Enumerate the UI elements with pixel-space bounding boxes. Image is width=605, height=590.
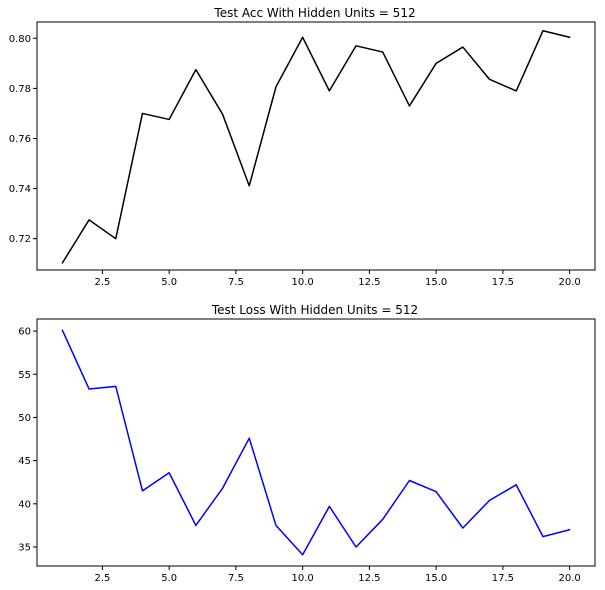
loss-y-tick-label: 55 <box>18 370 31 381</box>
accuracy-x-tick-label: 12.5 <box>358 277 380 288</box>
loss-y-tick-label: 50 <box>18 413 31 424</box>
loss-x-tick-label: 7.5 <box>228 573 244 584</box>
accuracy-y-tick-label: 0.76 <box>9 134 31 145</box>
loss-x-tick-label: 17.5 <box>492 573 514 584</box>
loss-x-tick-label: 12.5 <box>358 573 380 584</box>
loss-x-tick-label: 5.0 <box>161 573 177 584</box>
accuracy-chart-title: Test Acc With Hidden Units = 512 <box>213 6 415 20</box>
loss-chart-title: Test Loss With Hidden Units = 512 <box>211 303 418 317</box>
accuracy-axes-frame <box>36 21 596 271</box>
accuracy-y-tick-label: 0.72 <box>9 234 31 245</box>
accuracy-x-tick-label: 15.0 <box>425 277 447 288</box>
accuracy-x-tick-label: 17.5 <box>492 277 514 288</box>
loss-x-tick-label: 20.0 <box>559 573 581 584</box>
accuracy-y-tick-label: 0.74 <box>9 184 31 195</box>
accuracy-x-tick-label: 7.5 <box>228 277 244 288</box>
loss-series-line <box>61 329 571 556</box>
accuracy-y-tick-label: 0.80 <box>9 34 31 45</box>
accuracy-x-tick-label: 2.5 <box>94 277 110 288</box>
loss-y-tick-label: 40 <box>18 499 31 510</box>
loss-x-tick-label: 15.0 <box>425 573 447 584</box>
loss-y-tick-label: 60 <box>18 327 31 338</box>
accuracy-x-tick-label: 10.0 <box>292 277 314 288</box>
loss-axes-frame <box>36 318 596 567</box>
loss-y-tick-label: 35 <box>18 543 31 554</box>
accuracy-x-tick-label: 20.0 <box>559 277 581 288</box>
accuracy-y-tick-label: 0.78 <box>9 84 31 95</box>
accuracy-plot-area: 2.5 5.0 7.5 10.0 12.5 15.0 17.5 20.0 0.72 0.74 0.7… <box>9 21 596 288</box>
loss-x-tick-label: 10.0 <box>292 573 314 584</box>
accuracy-x-tick-label: 5.0 <box>161 277 177 288</box>
loss-chart: Test Loss With Hidden Units = 512 2.5 5.0… <box>18 303 596 584</box>
loss-x-tick-label: 2.5 <box>94 573 110 584</box>
loss-plot-area: 2.5 5.0 7.5 10.0 12.5 15.0 17.5 20.0 35 40 45 50 55 6… <box>18 318 596 584</box>
accuracy-chart: Test Acc With Hidden Units = 512 2.5 5.0 7… <box>9 6 596 288</box>
loss-y-tick-label: 45 <box>18 456 31 467</box>
accuracy-series-line <box>61 30 571 264</box>
